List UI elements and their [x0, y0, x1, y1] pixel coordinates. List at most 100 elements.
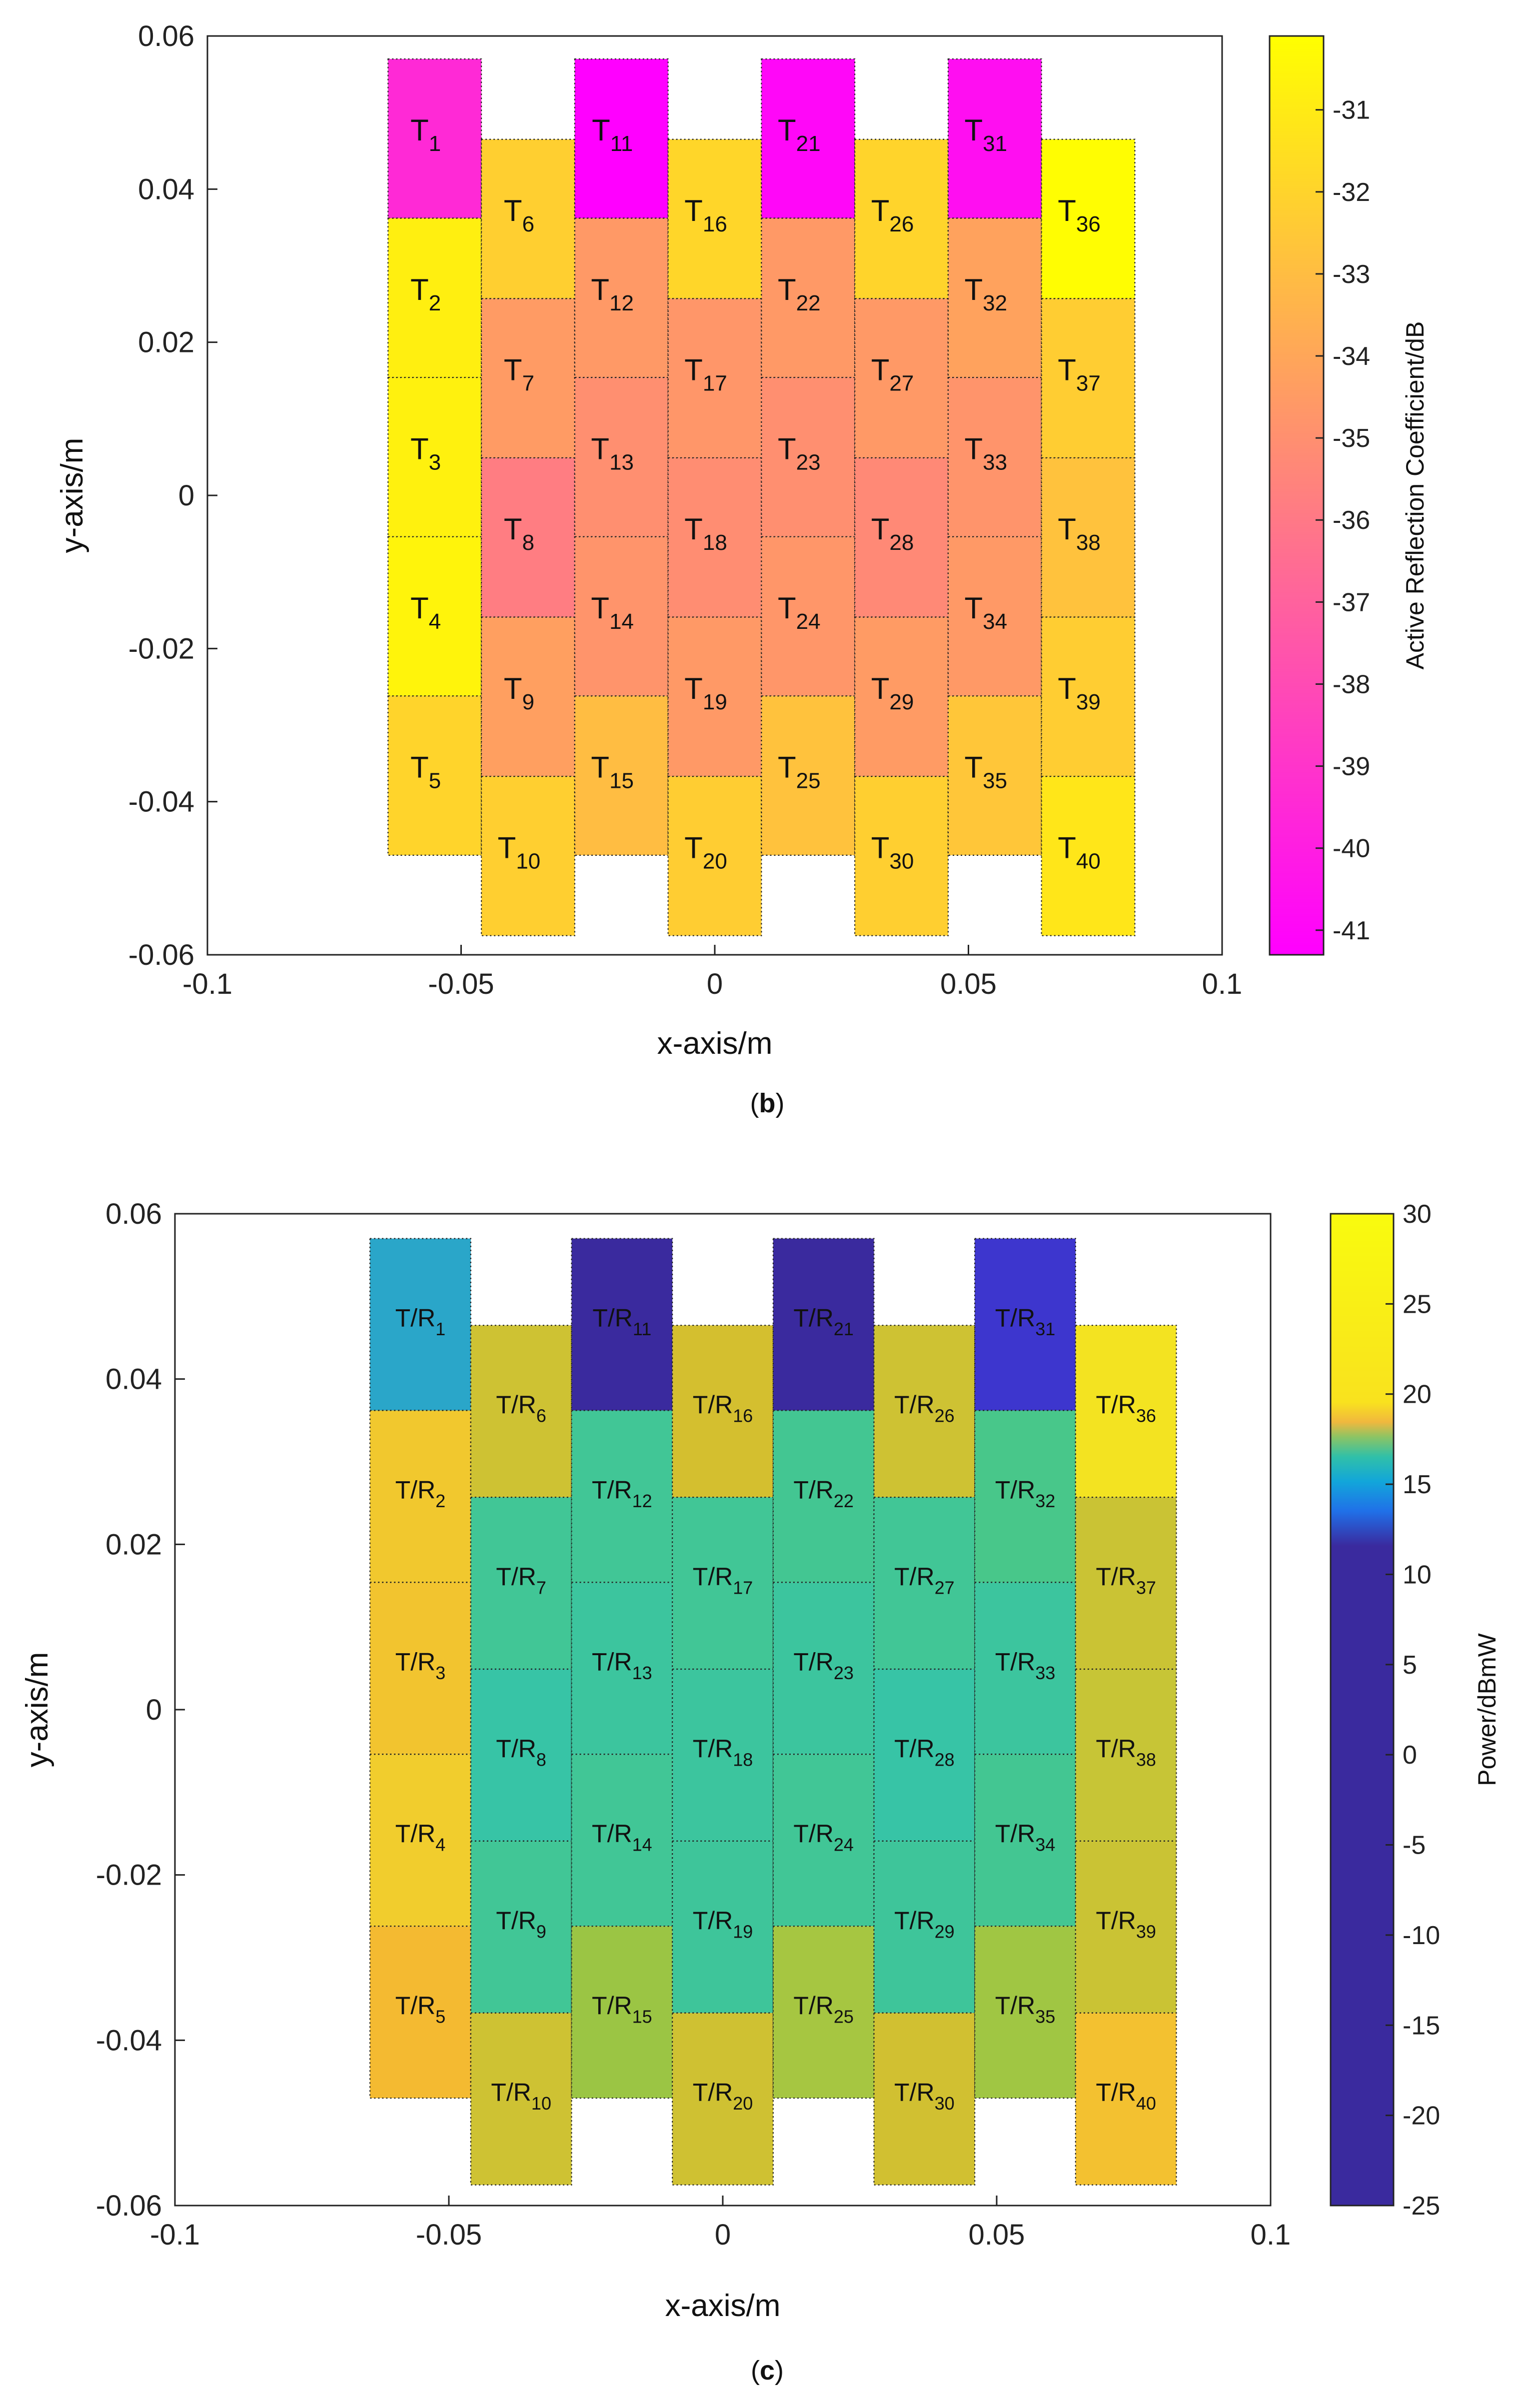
- element-label-23: T/R23: [793, 1648, 854, 1683]
- panel-b-reflection-map: T1 T2 T3 T4 T5 T6 T7 T8 T9 T10 T11 T12 T13 T14 T15 T16 T…: [55, 20, 1429, 1118]
- y-axis-label: y-axis/m: [20, 1652, 54, 1768]
- colorbar-tick-label: -38: [1333, 670, 1370, 699]
- y-tick-label: -0.06: [96, 2190, 162, 2222]
- colorbar-tick-label: 10: [1403, 1560, 1432, 1589]
- element-label-35: T35: [964, 751, 1007, 793]
- x-tick-label: 0.1: [1251, 2219, 1291, 2251]
- cell-label-layer: T/R1 T/R2 T/R3 T/R4 T/R5 T/R6 T/R7 T/R8 T/R9 T/R1…: [395, 1304, 1156, 2114]
- element-cell-34: [974, 1754, 1076, 1927]
- x-tick-label: -0.05: [428, 968, 494, 1000]
- colorbar-tick-label: -41: [1333, 916, 1370, 945]
- element-cell-10: [480, 776, 575, 936]
- element-cell-38: [1075, 1668, 1177, 1842]
- element-label-27: T/R27: [894, 1563, 955, 1598]
- element-cell-26: [873, 1325, 976, 1498]
- colorbar-tick-label: -33: [1333, 260, 1370, 289]
- panel-letter: b: [759, 1088, 776, 1118]
- element-label-4: T4: [410, 591, 441, 634]
- element-label-8: T8: [504, 512, 534, 555]
- y-tick-label: 0.02: [105, 1528, 162, 1561]
- element-label-36: T36: [1058, 194, 1101, 236]
- element-cell-11: [574, 58, 669, 219]
- colorbar: [1269, 35, 1325, 956]
- element-label-37: T37: [1058, 353, 1101, 396]
- element-cell-20: [667, 776, 762, 936]
- element-cell-26: [854, 138, 949, 299]
- element-cell-37: [1075, 1496, 1177, 1670]
- cell-label-layer: T1 T2 T3 T4 T5 T6 T7 T8 T9 T10 T11 T12 T13 T14 T15 T16 T…: [410, 113, 1101, 873]
- element-cell-5: [369, 1926, 471, 2099]
- y-tick-label: -0.02: [128, 632, 194, 665]
- element-cell-8: [470, 1668, 572, 1842]
- element-label-15: T/R15: [592, 1992, 652, 2027]
- element-cell-33: [974, 1582, 1076, 1755]
- y-tick-label: 0.06: [138, 20, 194, 52]
- element-label-23: T23: [778, 432, 821, 474]
- element-cell-28: [854, 457, 949, 618]
- element-label-26: T26: [871, 194, 914, 236]
- y-tick-label: 0.06: [105, 1198, 162, 1230]
- element-label-19: T/R19: [693, 1907, 753, 1942]
- element-label-37: T/R37: [1096, 1563, 1156, 1598]
- element-cell-3: [369, 1582, 471, 1755]
- element-label-10: T10: [498, 831, 541, 873]
- element-label-9: T9: [504, 672, 534, 714]
- colorbar-ticks: -31 -32 -33 -34 -35 -36 -37 -38 -39 -40 -41: [1316, 96, 1370, 945]
- element-label-6: T/R6: [496, 1391, 546, 1426]
- x-tick-label: -0.1: [182, 968, 232, 1000]
- colorbar-tick-label: 0: [1403, 1741, 1417, 1770]
- element-label-21: T/R21: [793, 1304, 854, 1340]
- element-cell-29: [873, 1840, 976, 2014]
- element-cell-1: [387, 58, 482, 219]
- element-label-40: T/R40: [1096, 2079, 1156, 2114]
- element-cell-2: [369, 1410, 471, 1583]
- element-cell-15: [574, 695, 669, 856]
- element-cell-6: [480, 138, 575, 299]
- element-label-28: T28: [871, 512, 914, 555]
- element-cell-19: [672, 1840, 774, 2014]
- element-cell-6: [470, 1325, 572, 1498]
- element-cell-33: [947, 377, 1042, 537]
- element-label-12: T12: [591, 273, 634, 315]
- colorbar-tick-label: -34: [1333, 342, 1370, 371]
- element-label-3: T3: [410, 432, 441, 474]
- colorbar: [1330, 1213, 1395, 2207]
- colorbar-ticks: 30 25 20 15 10 5 0 -5 -10 -15 -20 -25: [1386, 1200, 1440, 2221]
- colorbar-tick-label: -35: [1333, 424, 1370, 453]
- element-cell-4: [369, 1754, 471, 1927]
- element-label-20: T/R20: [693, 2079, 753, 2114]
- colorbar-tick-label: 30: [1403, 1200, 1432, 1229]
- y-tick-label: 0.04: [138, 173, 194, 205]
- element-cell-21: [772, 1238, 875, 1411]
- element-label-4: T/R4: [395, 1820, 446, 1855]
- element-label-18: T18: [684, 512, 727, 555]
- colorbar-label: Power/dBmW: [1473, 1633, 1501, 1786]
- element-label-16: T/R16: [693, 1391, 753, 1426]
- element-cell-23: [772, 1582, 875, 1755]
- element-label-18: T/R18: [693, 1735, 753, 1770]
- element-cell-20: [672, 2012, 774, 2186]
- element-cell-21: [761, 58, 856, 219]
- element-cell-24: [772, 1754, 875, 1927]
- element-label-14: T14: [591, 591, 634, 634]
- element-cell-29: [854, 616, 949, 777]
- element-label-25: T/R25: [793, 1992, 854, 2027]
- element-label-36: T/R36: [1096, 1391, 1156, 1426]
- colorbar-tick-label: -31: [1333, 96, 1370, 125]
- element-label-1: T/R1: [395, 1304, 446, 1340]
- element-cell-40: [1075, 2012, 1177, 2186]
- element-cell-16: [672, 1325, 774, 1498]
- element-cell-30: [873, 2012, 976, 2186]
- element-cell-4: [387, 536, 482, 697]
- element-label-29: T/R29: [894, 1907, 955, 1942]
- element-cell-35: [947, 695, 1042, 856]
- element-label-10: T/R10: [491, 2079, 551, 2114]
- element-label-39: T39: [1058, 672, 1101, 714]
- colorbar-tick-label: -20: [1403, 2102, 1440, 2131]
- colorbar-tick-label: -36: [1333, 506, 1370, 535]
- element-cell-10: [470, 2012, 572, 2186]
- colorbar-tick-label: 25: [1403, 1290, 1432, 1319]
- colorbar-tick-label: -25: [1403, 2192, 1440, 2221]
- element-label-5: T/R5: [395, 1992, 446, 2027]
